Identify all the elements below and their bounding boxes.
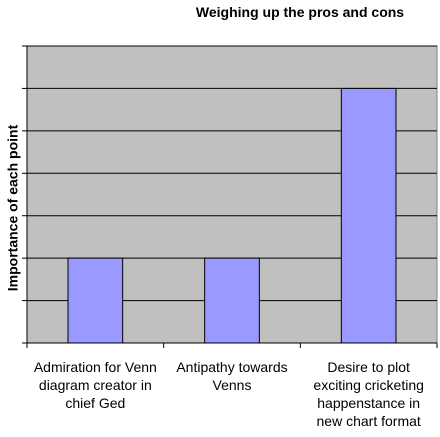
y-axis-label: Importance of each point: [5, 124, 21, 291]
chart-title: Weighing up the pros and cons: [195, 4, 405, 20]
bar: [67, 257, 124, 344]
bar: [340, 87, 397, 344]
x-tick-label: Antipathy towards Venns: [176, 359, 288, 393]
x-tick-label: Desire to plot exciting cricketing happe…: [313, 359, 424, 429]
bar: [204, 257, 260, 344]
x-tick-label: Admiration for Venn diagram creator in c…: [33, 359, 157, 411]
